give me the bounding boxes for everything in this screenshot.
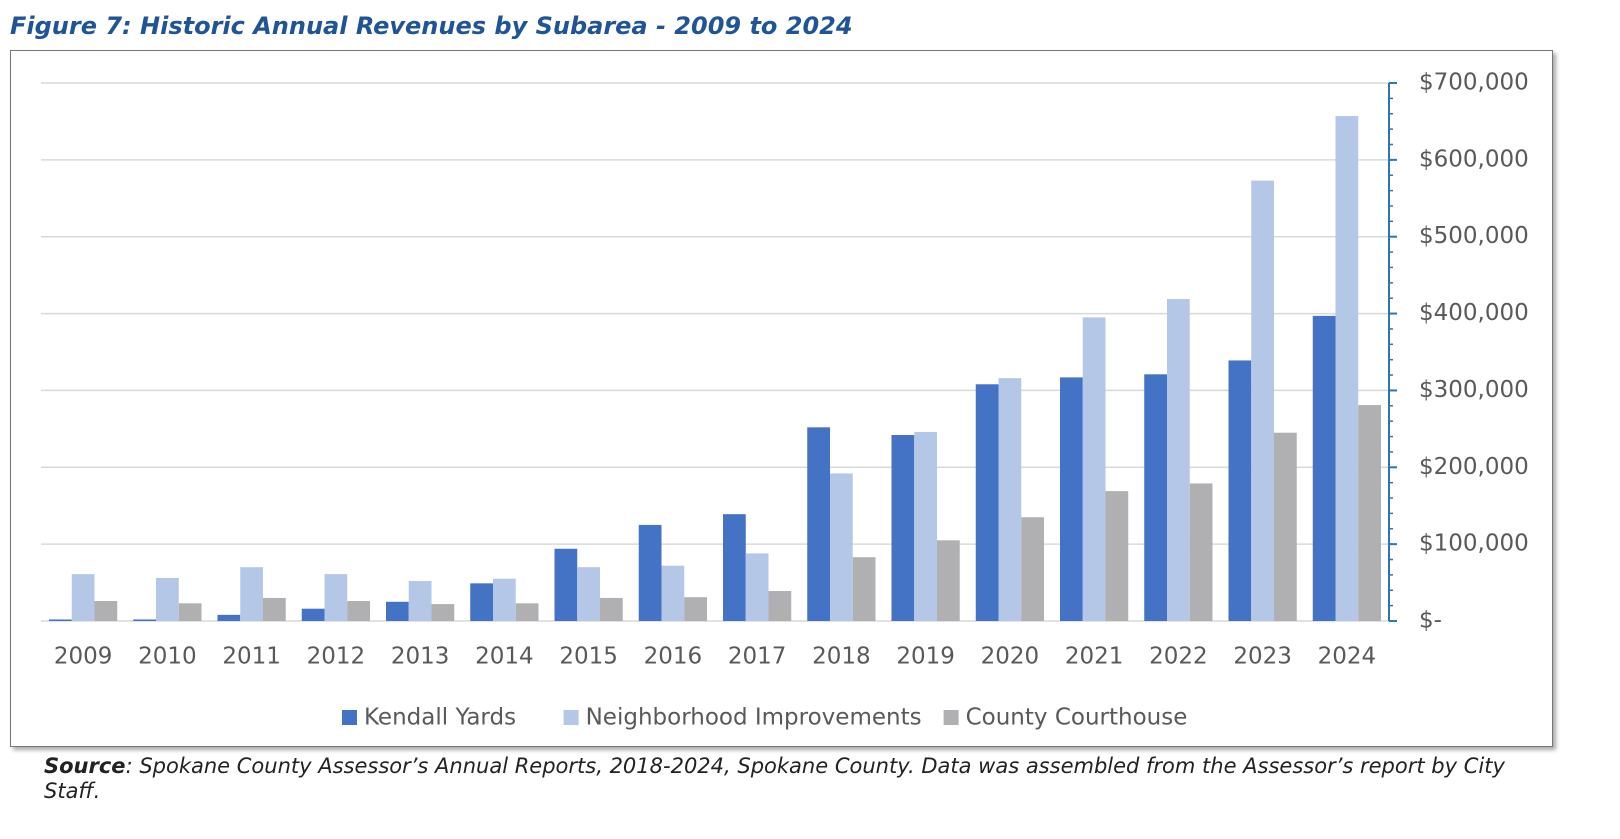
bar bbox=[386, 601, 409, 621]
bar bbox=[1060, 377, 1083, 621]
bar bbox=[49, 619, 72, 621]
x-tick-label: 2010 bbox=[138, 644, 197, 670]
y-tick-label: $700,000 bbox=[1419, 70, 1529, 96]
x-tick-label: 2012 bbox=[307, 644, 366, 670]
legend-label: County Courthouse bbox=[966, 705, 1188, 731]
bar bbox=[156, 577, 179, 621]
x-tick-label: 2014 bbox=[475, 644, 534, 670]
bar bbox=[262, 597, 286, 621]
bar bbox=[599, 597, 623, 621]
bar bbox=[638, 524, 662, 621]
bar bbox=[852, 557, 876, 621]
x-tick-label: 2009 bbox=[54, 644, 113, 670]
bar bbox=[975, 384, 999, 621]
bar bbox=[178, 603, 202, 621]
bar bbox=[1144, 374, 1168, 621]
bar bbox=[998, 378, 1022, 621]
chart-frame bbox=[10, 50, 1553, 747]
x-tick-label: 2018 bbox=[812, 644, 871, 670]
bar bbox=[1358, 405, 1381, 621]
chart: $- $100,000 $200,000 $300,000 $400,000 $500,0… bbox=[41, 70, 1529, 731]
bar bbox=[936, 540, 960, 621]
bar bbox=[493, 578, 516, 621]
y-tick-label: $500,000 bbox=[1419, 223, 1529, 249]
x-tick-label: 2011 bbox=[222, 644, 281, 670]
bar bbox=[217, 614, 241, 621]
y-tick-label: $100,000 bbox=[1419, 531, 1529, 557]
x-tick-label: 2021 bbox=[1065, 644, 1124, 670]
y-tick-label: $400,000 bbox=[1419, 300, 1529, 326]
x-tick-label: 2023 bbox=[1233, 644, 1292, 670]
bar bbox=[768, 591, 792, 621]
bar bbox=[1335, 116, 1359, 621]
bar bbox=[1167, 298, 1190, 621]
bar bbox=[1105, 491, 1129, 621]
x-tick-label: 2016 bbox=[644, 644, 703, 670]
bar bbox=[240, 567, 263, 621]
bar bbox=[554, 548, 578, 621]
bar bbox=[891, 435, 915, 621]
legend-label: Neighborhood Improvements bbox=[586, 705, 922, 731]
legend-label: Kendall Yards bbox=[364, 705, 516, 731]
legend-swatch bbox=[563, 710, 579, 725]
bar bbox=[301, 608, 325, 621]
bar bbox=[723, 514, 746, 621]
source-label: Source bbox=[44, 754, 126, 778]
source-note: Source: Spokane County Assessor’s Annual… bbox=[44, 754, 1544, 804]
y-tick-label: $300,000 bbox=[1419, 377, 1529, 403]
x-tick-label: 2024 bbox=[1318, 644, 1377, 670]
y-tick-label: $200,000 bbox=[1419, 454, 1529, 480]
bar bbox=[431, 604, 455, 621]
bar bbox=[71, 574, 95, 621]
legend-swatch bbox=[342, 710, 357, 725]
x-tick-label: 2020 bbox=[981, 644, 1040, 670]
x-tick-label: 2013 bbox=[391, 644, 450, 670]
bar bbox=[914, 431, 937, 621]
bar bbox=[745, 553, 769, 621]
bar bbox=[684, 597, 707, 621]
bar bbox=[1082, 317, 1106, 621]
bar bbox=[661, 565, 685, 621]
bar bbox=[1251, 180, 1274, 621]
y-tick-label: $- bbox=[1419, 608, 1442, 634]
x-tick-label: 2019 bbox=[896, 644, 955, 670]
bar bbox=[577, 567, 600, 621]
bar bbox=[470, 583, 494, 621]
bar bbox=[515, 603, 539, 621]
x-tick-label: 2022 bbox=[1149, 644, 1208, 670]
source-text: : Spokane County Assessor’s Annual Repor… bbox=[44, 754, 1505, 803]
bar bbox=[1189, 483, 1213, 621]
bar bbox=[1021, 517, 1044, 621]
legend-swatch bbox=[943, 710, 959, 725]
chart-title: Figure 7: Historic Annual Revenues by Su… bbox=[10, 12, 853, 40]
bar bbox=[94, 601, 118, 621]
bar bbox=[807, 427, 831, 621]
bar bbox=[133, 619, 157, 621]
x-tick-label: 2015 bbox=[559, 644, 618, 670]
bar bbox=[408, 581, 432, 621]
bar bbox=[324, 574, 348, 621]
bar bbox=[1273, 432, 1297, 621]
y-tick-label: $600,000 bbox=[1419, 146, 1529, 172]
bar bbox=[1228, 360, 1252, 621]
bar bbox=[1312, 315, 1336, 621]
x-tick-label: 2017 bbox=[728, 644, 787, 670]
bar bbox=[347, 601, 370, 621]
bar bbox=[830, 473, 853, 621]
